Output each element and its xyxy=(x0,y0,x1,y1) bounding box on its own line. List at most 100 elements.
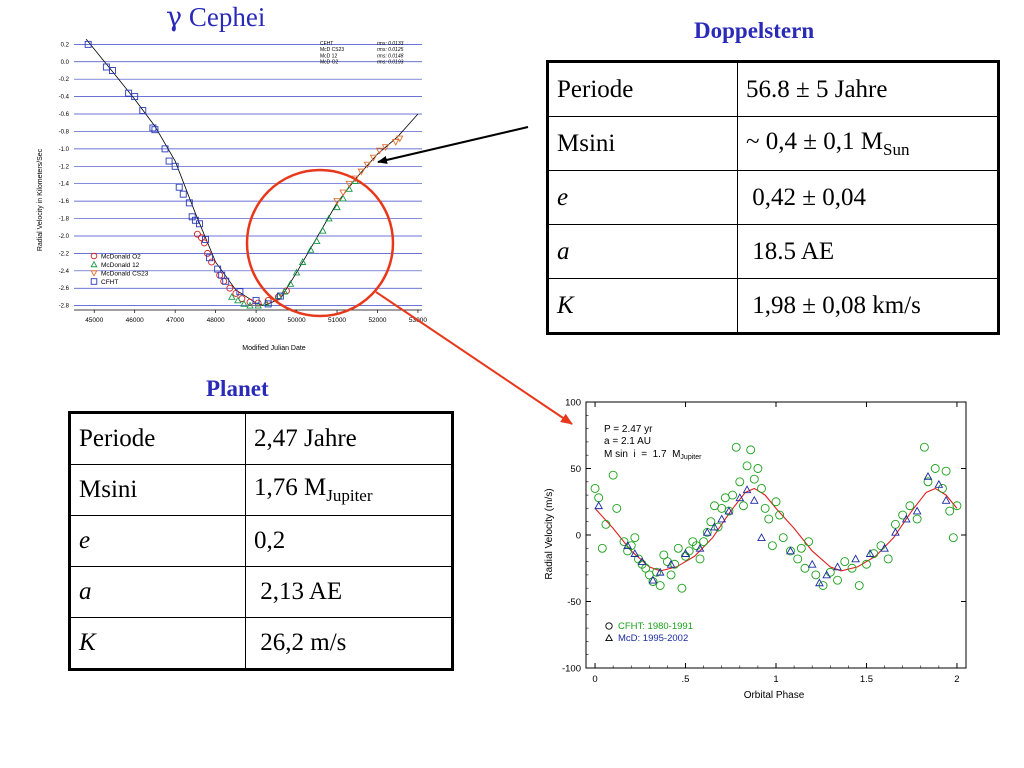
data-point xyxy=(666,559,676,568)
legend-marker xyxy=(90,278,98,285)
data-point xyxy=(952,501,962,511)
table-cell-label: Msini xyxy=(69,464,246,516)
table-cell-label: e xyxy=(547,170,738,225)
doppelstern-heading: Doppelstern xyxy=(694,18,815,43)
legend-marker xyxy=(605,633,613,642)
data-point xyxy=(786,546,795,555)
data-point xyxy=(252,296,260,304)
value-text: ~ 0,4 ± 0,1 M xyxy=(746,127,883,155)
data-point xyxy=(815,578,824,587)
data-point xyxy=(898,510,908,520)
data-point xyxy=(161,145,169,153)
data-point xyxy=(728,490,738,500)
data-point xyxy=(771,497,781,507)
data-point xyxy=(165,157,173,165)
data-point xyxy=(208,258,216,266)
data-point xyxy=(666,570,676,580)
data-point xyxy=(847,563,857,573)
data-point xyxy=(286,279,295,287)
data-point xyxy=(306,245,315,253)
x-tick-label: 48000 xyxy=(207,317,225,324)
table-cell-label: K xyxy=(547,278,738,334)
data-point xyxy=(883,554,893,564)
data-point xyxy=(375,147,384,155)
x-tick-label: 2 xyxy=(954,674,959,685)
table-cell-value: 1,76 MJupiter xyxy=(245,464,453,516)
data-point xyxy=(901,514,911,523)
data-point xyxy=(313,237,321,245)
data-point xyxy=(345,180,353,188)
data-point xyxy=(276,292,284,300)
table-cell-label: Msini xyxy=(547,116,738,171)
data-point xyxy=(865,549,875,557)
data-point xyxy=(333,203,341,211)
data-point xyxy=(630,549,640,557)
y-tick-label: -2.4 xyxy=(59,269,70,275)
data-point xyxy=(391,139,400,146)
data-point xyxy=(623,541,632,549)
data-point xyxy=(673,543,683,553)
legend-marker xyxy=(605,622,613,630)
data-point xyxy=(179,190,187,198)
data-point xyxy=(369,154,378,162)
chart1-rms-table: CFHT rms: 0.0133 McD CS23 rms: 0.0125 McD 12… xyxy=(320,41,404,66)
data-point xyxy=(945,506,955,516)
x-tick-label: 47000 xyxy=(166,317,184,324)
data-point xyxy=(941,466,951,476)
chart2-frame xyxy=(585,401,967,669)
data-point xyxy=(226,284,234,292)
rms-row-name: McD O2 xyxy=(320,60,339,66)
data-point xyxy=(713,522,723,532)
data-point xyxy=(637,557,647,565)
data-point xyxy=(594,501,604,510)
data-point xyxy=(735,477,745,487)
data-point xyxy=(891,527,900,536)
y-tick-label: -0.8 xyxy=(59,129,70,135)
data-point xyxy=(851,554,860,563)
data-point xyxy=(749,495,759,504)
table-cell-value: 0,42 ± 0,04 xyxy=(737,170,999,225)
data-point xyxy=(655,581,665,590)
data-point xyxy=(717,514,727,523)
y-tick-label: 50 xyxy=(570,464,581,475)
data-point xyxy=(339,194,347,202)
data-point xyxy=(206,254,214,262)
title-name: Cephei xyxy=(188,2,266,32)
data-point xyxy=(246,301,254,309)
legend-label: CFHT xyxy=(101,279,118,286)
data-point xyxy=(236,288,244,296)
data-point xyxy=(833,562,842,571)
data-point xyxy=(381,144,390,152)
data-point xyxy=(200,239,208,247)
data-point xyxy=(800,563,810,573)
chart2-annotation-msini: M sin i = 1.7 MJupiter xyxy=(604,449,702,461)
table-row: e 0,2 xyxy=(69,515,453,567)
rms-row-value: rms: 0.0125 xyxy=(377,47,404,53)
table-row: Periode 56.8 ± 5 Jahre xyxy=(547,61,999,117)
data-point xyxy=(710,522,719,531)
y-tick-label: -1.6 xyxy=(59,199,70,205)
y-tick-label: -1.4 xyxy=(59,182,70,188)
data-point xyxy=(131,93,139,101)
value-subscript: Sun xyxy=(882,139,910,159)
table-cell-label: e xyxy=(69,515,246,567)
data-point xyxy=(202,236,209,243)
data-point xyxy=(923,471,933,480)
legend-marker xyxy=(90,270,98,277)
chart2-x-label: Orbital Phase xyxy=(744,690,805,701)
data-point xyxy=(905,501,915,511)
x-tick-label: 46000 xyxy=(126,317,144,324)
data-point xyxy=(735,493,745,502)
rms-row-name: McD CS23 xyxy=(320,47,344,53)
y-tick-label: -100 xyxy=(562,664,581,675)
chart1-y-label: Radial Velocity in Kilometers/Sec xyxy=(37,148,44,251)
data-point xyxy=(218,271,226,279)
data-point xyxy=(749,474,759,484)
data-point xyxy=(125,89,133,97)
data-point xyxy=(339,189,347,197)
data-point xyxy=(930,464,940,473)
x-tick-label: 1 xyxy=(773,674,778,685)
